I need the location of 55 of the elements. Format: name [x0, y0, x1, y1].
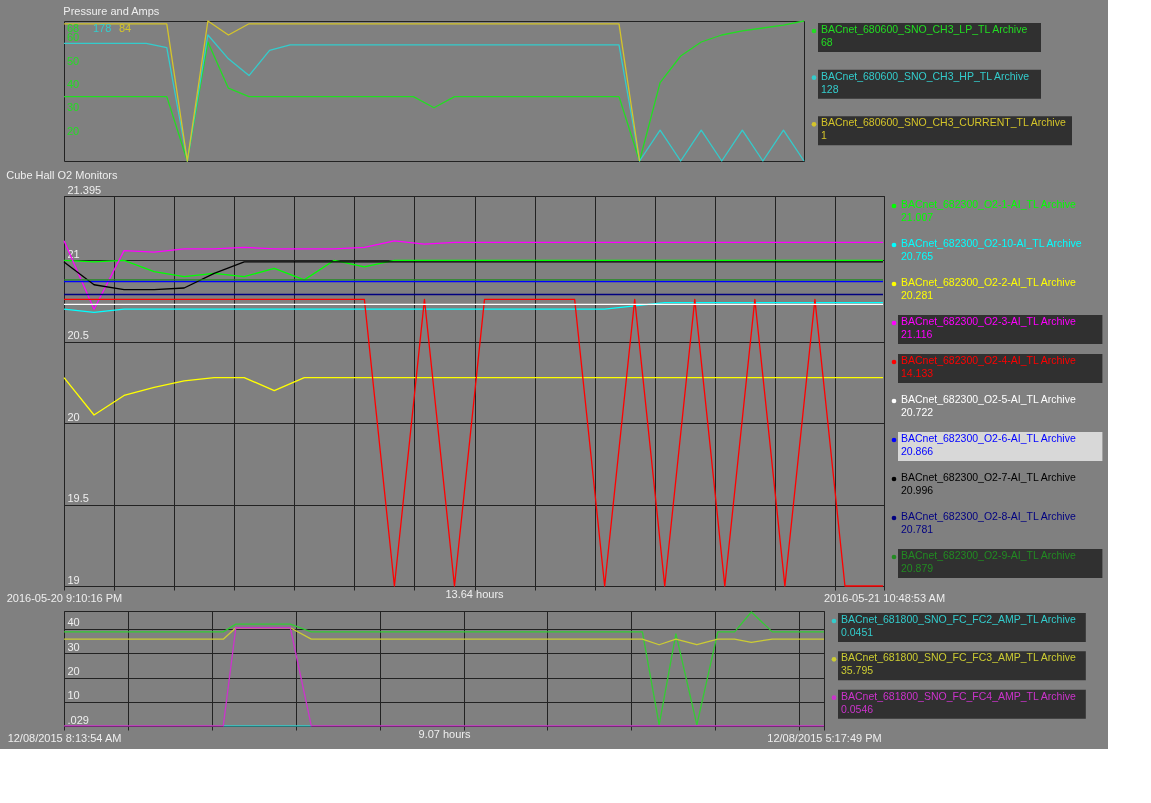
text: 20.781	[901, 523, 934, 535]
text: BACnet_681800_SNO_FC_FC4_AMP_TL Archive	[841, 689, 1076, 702]
text: BACnet_680600_SNO_CH3_HP_TL Archive	[821, 69, 1030, 82]
annotation: 50	[67, 54, 80, 67]
text: BACnet_682300_O2-5-AI_TL Archive	[901, 393, 1076, 405]
y-tick-label: 19.5	[67, 492, 89, 505]
annotation: 68	[67, 22, 80, 34]
text: BACnet_682300_O2-3-AI_TL Archive	[901, 315, 1076, 327]
text: BACnet_681800_SNO_FC_FC2_AMP_TL Archive	[841, 613, 1076, 625]
x-tick-label: 12/08/2015 8:13:54 AM	[7, 731, 122, 744]
text: 20.765	[901, 250, 934, 262]
text: 14.133	[901, 367, 934, 379]
text: 21.116	[901, 328, 933, 340]
series-label: BACnet_680600_SNO_CH3_LP_TL Archive	[821, 23, 1028, 35]
text: BACnet_682300_O2-8-AI_TL Archive	[901, 510, 1076, 522]
annotation: 178	[93, 22, 112, 34]
x-tick-label: 12/08/2015 5:17:49 PM	[767, 731, 882, 744]
text: BACnet_682300_O2-6-AI_TL Archive	[901, 432, 1076, 444]
y-tick-label: 20	[67, 410, 80, 423]
text: 20.722	[901, 406, 934, 418]
series-label: BACnet_681800_SNO_FC_FC3_AMP_TL Archive	[841, 651, 1076, 664]
text: 21.007	[901, 211, 934, 223]
text: 0.0451	[841, 626, 874, 638]
chart-title: Cube Hall O2 Monitors	[6, 169, 118, 181]
text: BACnet_682300_O2-9-AI_TL Archive	[901, 549, 1076, 561]
text: 20.281	[901, 289, 934, 301]
text: BACnet_682300_O2-1-AI_TL Archive	[901, 198, 1076, 210]
x-tick-label: 2016-05-21 10:48:53 AM	[823, 591, 946, 604]
y-tick-label: 10	[67, 689, 80, 702]
text: 35.795	[841, 664, 874, 677]
text: 128	[821, 82, 839, 95]
y-tick-label: .029	[67, 713, 89, 726]
text: 1	[821, 129, 827, 142]
x-tick-label: 2016-05-20 9:10:16 PM	[6, 591, 123, 604]
y-tick-label: 19	[67, 573, 80, 586]
text: 68	[821, 36, 833, 48]
text: 20.866	[901, 445, 934, 457]
annotation: 84	[119, 22, 132, 34]
text: BACnet_682300_O2-10-AI_TL Archive	[901, 237, 1082, 249]
y-tick-label: 40	[67, 616, 80, 629]
y-tick-label: 30	[67, 640, 80, 653]
text: 20.879	[901, 562, 934, 574]
text: BACnet_680600_SNO_CH3_CURRENT_TL Archive	[821, 116, 1066, 129]
chart-title: Pressure and Amps	[63, 5, 160, 18]
y-tick-label: 21.395	[67, 183, 102, 196]
text: BACnet_682300_O2-7-AI_TL Archive	[901, 471, 1076, 483]
text: BACnet_682300_O2-2-AI_TL Archive	[901, 276, 1076, 288]
x-axis-title: 9.07 hours	[418, 727, 471, 740]
text: BACnet_682300_O2-4-AI_TL Archive	[901, 354, 1076, 366]
y-tick-label: 20	[67, 665, 80, 678]
x-axis-title: 13.64 hours	[445, 587, 505, 600]
text: 0.0546	[841, 702, 874, 715]
y-tick-label: 20.5	[67, 329, 89, 342]
annotation: 60	[67, 31, 80, 44]
text: 20.996	[901, 484, 934, 496]
